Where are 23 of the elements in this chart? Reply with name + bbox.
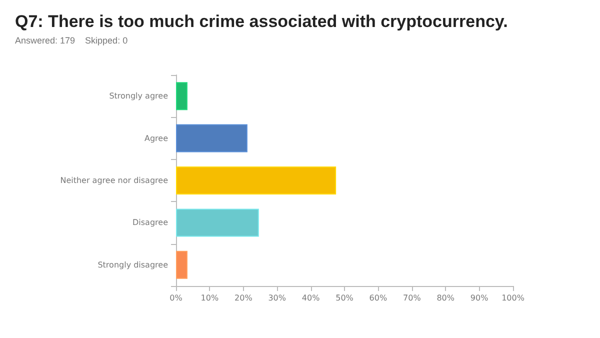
x-tick-label: 10% xyxy=(200,294,219,302)
y-tick-label: Disagree xyxy=(132,218,168,228)
text: Answered: 179 Skipped: 0 xyxy=(15,36,128,46)
x-tick-label: 60% xyxy=(369,294,388,302)
chart-title: Q7: There is too much crime associated with cryptocurrency. xyxy=(15,12,508,31)
bar xyxy=(176,250,188,279)
y-tick-label: Strongly agree xyxy=(109,92,168,101)
x-tick-label: 70% xyxy=(403,294,422,302)
y-tick-label: Neither agree nor disagree xyxy=(60,176,168,185)
x-tick-label: 40% xyxy=(302,294,320,302)
y-tick-label: Agree xyxy=(144,134,168,143)
x-tick-label: 0% xyxy=(170,294,183,302)
x-tick-label: 80% xyxy=(436,294,455,302)
bar xyxy=(176,208,259,237)
y-tick-label: Strongly disagree xyxy=(98,260,168,270)
bar xyxy=(176,82,188,110)
x-tick-label: 20% xyxy=(234,294,253,302)
x-tick-label: 100% xyxy=(502,294,525,302)
x-tick-label: 50% xyxy=(336,294,354,302)
bar xyxy=(176,166,336,194)
x-tick-label: 90% xyxy=(470,294,489,302)
x-tick-label: 30% xyxy=(268,294,286,302)
bar xyxy=(176,124,248,152)
